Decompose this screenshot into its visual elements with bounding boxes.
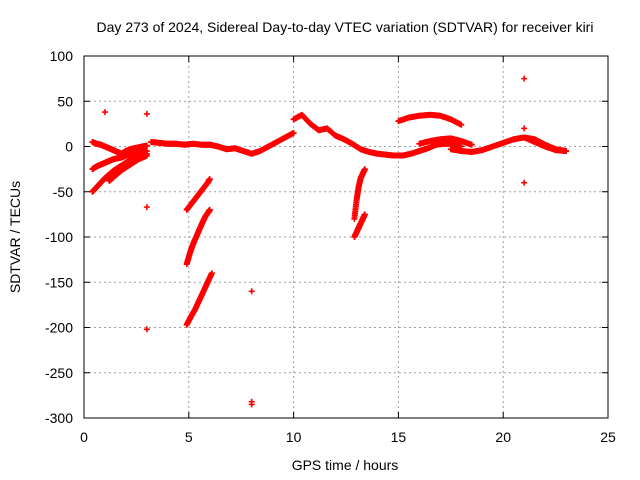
data-point	[101, 109, 108, 116]
grid-lines	[84, 56, 608, 418]
y-tick-label: 50	[57, 93, 73, 109]
data-point	[248, 401, 255, 408]
data-point	[563, 148, 570, 155]
x-tick-label: 20	[495, 429, 511, 445]
y-axis-label: SDTVAR / TECUs	[7, 181, 23, 293]
data-point	[208, 270, 215, 277]
y-tick-label: -100	[45, 229, 73, 245]
x-tick-label: 5	[185, 429, 193, 445]
x-axis-label: GPS time / hours	[292, 457, 399, 473]
data-point	[143, 152, 150, 159]
y-tick-label: 100	[50, 48, 74, 64]
y-tick-label: -300	[45, 410, 73, 426]
y-tick-label: -250	[45, 365, 73, 381]
chart-title: Day 273 of 2024, Sidereal Day-to-day VTE…	[97, 19, 594, 35]
data-point	[521, 125, 528, 132]
data-point	[458, 121, 465, 128]
x-tick-label: 10	[286, 429, 302, 445]
data-point	[521, 75, 528, 82]
y-tick-label: -150	[45, 274, 73, 290]
data-point	[361, 211, 368, 218]
data-point	[521, 179, 528, 186]
data-point	[361, 166, 368, 173]
x-tick-label: 25	[600, 429, 616, 445]
data-point	[143, 326, 150, 333]
data-point	[206, 206, 213, 213]
data-point	[468, 141, 475, 148]
data-point	[143, 204, 150, 211]
data-point	[206, 176, 213, 183]
y-tick-label: -50	[53, 184, 73, 200]
y-tick-label: -200	[45, 320, 73, 336]
x-tick-label: 15	[391, 429, 407, 445]
data-point	[143, 110, 150, 117]
data-point	[248, 288, 255, 295]
data-point	[143, 142, 150, 149]
axis-ticks: 0 5 10 15 20 25 -300 -250 -200 -150 -100 -50 0 50 100	[45, 48, 616, 445]
data-points	[89, 75, 570, 408]
data-point	[290, 129, 297, 136]
x-tick-label: 0	[80, 429, 88, 445]
y-tick-label: 0	[65, 139, 73, 155]
